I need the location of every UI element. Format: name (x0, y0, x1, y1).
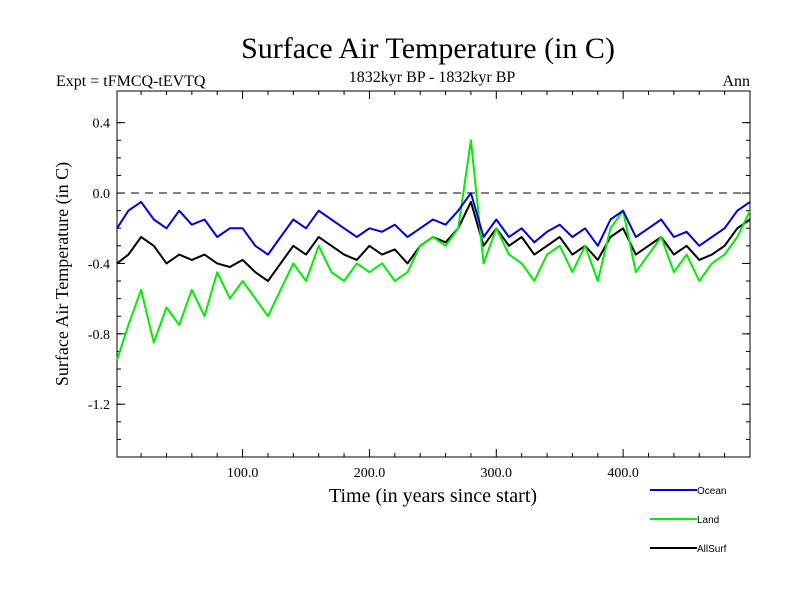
period-label: 1832kyr BP - 1832kyr BP (349, 69, 516, 86)
y-tick-label: -0.8 (88, 328, 110, 343)
y-tick-label: -0.4 (88, 257, 110, 272)
y-tick-label: 0.4 (93, 117, 111, 132)
chart-title: Surface Air Temperature (in C) (241, 32, 615, 65)
x-tick-label: 300.0 (481, 466, 513, 481)
y-tick-label: 0.0 (93, 187, 111, 202)
y-axis-label: Surface Air Temperature (in C) (52, 162, 73, 386)
y-axis-ticks: 0.4 0.0 -0.4 -0.8 -1.2 (88, 117, 750, 440)
series-line-allsurf (116, 200, 751, 282)
y-tick-label: -1.2 (88, 398, 110, 413)
series-line-land (116, 139, 751, 361)
legend-label-ocean: Ocean (697, 486, 726, 497)
expt-label: Expt = tFMCQ-tEVTQ (56, 73, 206, 90)
season-label: Ann (722, 73, 750, 90)
legend-label-land: Land (697, 515, 719, 526)
x-axis-ticks: 100.0 200.0 300.0 400.0 (140, 91, 726, 481)
series-lines (116, 139, 751, 361)
series-line-ocean (116, 192, 751, 256)
plot-area: 0.4 0.0 -0.4 -0.8 -1.2 100.0 200.0 300.0 400.0 (88, 90, 751, 481)
legend-label-allsurf: AllSurf (697, 544, 727, 555)
x-tick-label: 100.0 (227, 466, 259, 481)
x-tick-label: 400.0 (607, 466, 639, 481)
legend: Ocean Land AllSurf (650, 486, 727, 555)
x-axis-label: Time (in years since start) (329, 485, 537, 507)
x-tick-label: 200.0 (354, 466, 386, 481)
plot-frame (116, 90, 751, 458)
